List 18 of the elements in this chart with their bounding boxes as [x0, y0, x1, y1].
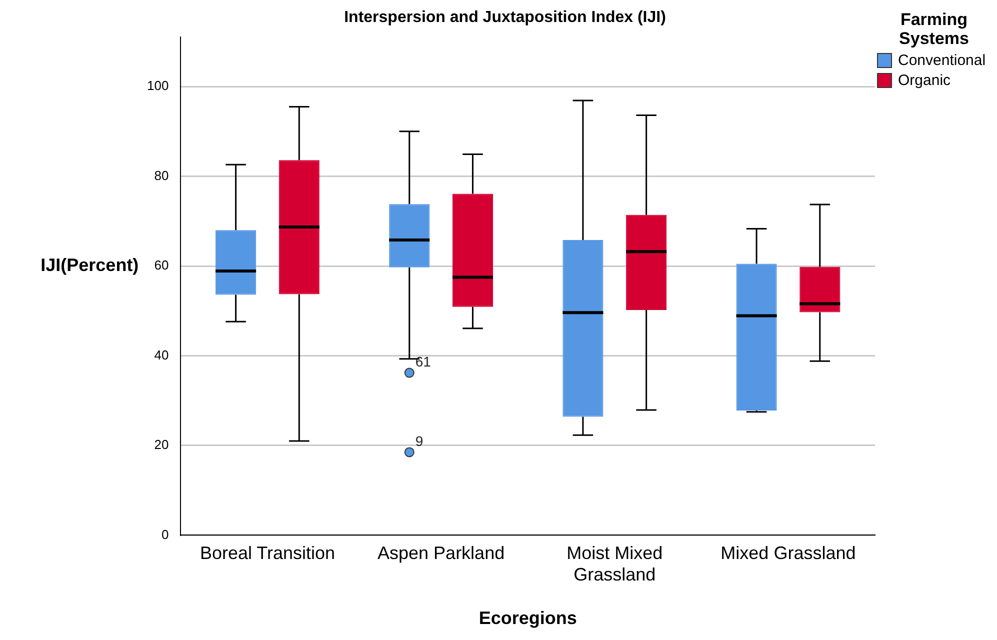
x-tick-label: Boreal Transition [200, 542, 336, 563]
legend-label: Conventional [898, 52, 986, 69]
y-tick-label: 0 [161, 526, 169, 542]
chart-title: Interspersion and Juxtaposition Index (IJI) [344, 9, 666, 26]
x-tick-label: Moist Mixed Grassland [566, 542, 663, 585]
y-tick-label: 60 [154, 258, 169, 273]
y-tick-label: 40 [154, 347, 169, 362]
x-axis-title: Ecoregions [478, 608, 577, 628]
y-tick-label: 100 [146, 78, 169, 94]
legend-title: Farming Systems [898, 10, 970, 48]
x-tick-label: Mixed Grassland [720, 542, 856, 563]
y-axis-title: IJI(Percent) [40, 255, 139, 276]
y-tick-label: 20 [154, 437, 169, 452]
legend-label: Organic [898, 72, 951, 89]
annotation: 9 [415, 433, 424, 450]
annotation: 61 [415, 354, 432, 370]
x-tick-label: Aspen Parkland [378, 542, 505, 563]
y-tick-label: 80 [154, 168, 169, 183]
